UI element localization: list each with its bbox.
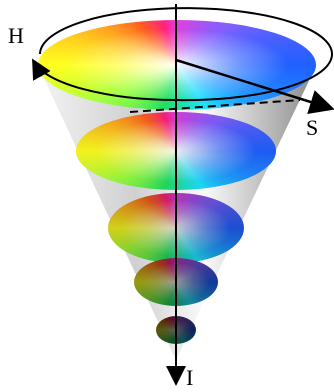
intensity-label: I <box>186 365 193 390</box>
hue-label: H <box>8 23 24 48</box>
axes-overlay: H S I <box>0 0 334 392</box>
hue-arrow <box>34 8 332 100</box>
hsi-cone-diagram: H S I <box>0 0 334 392</box>
dashed-radius <box>130 100 300 112</box>
saturation-label: S <box>306 115 318 140</box>
